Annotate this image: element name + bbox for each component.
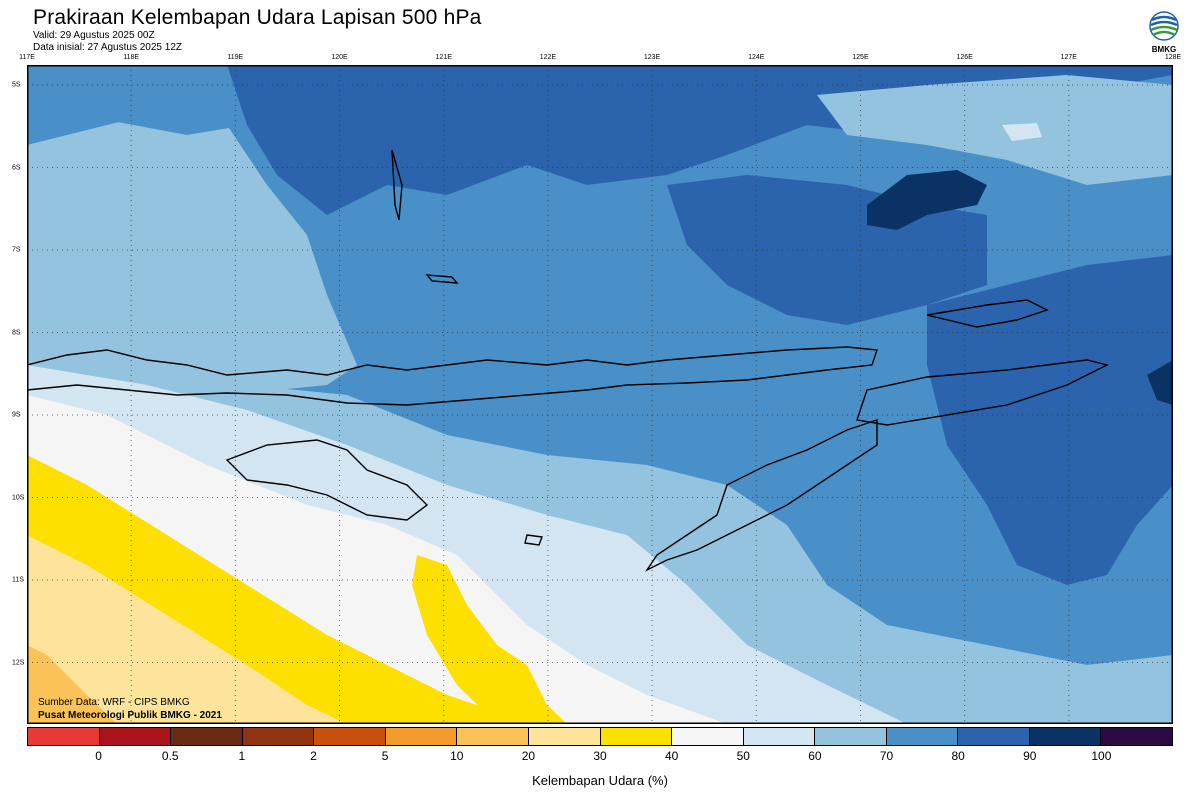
colorbar-tick-label: 5 bbox=[381, 749, 389, 763]
humidity-zone-10-20-sw bbox=[27, 645, 117, 724]
lon-label: 124E bbox=[748, 54, 765, 61]
colorbar-tick-label: 60 bbox=[808, 749, 822, 763]
colorbar-tick-label: 0.5 bbox=[161, 749, 179, 763]
colorbar-swatch bbox=[242, 728, 315, 745]
colorbar-swatch bbox=[28, 728, 100, 745]
colorbar-tick-label: 40 bbox=[664, 749, 679, 763]
lat-label: 8S bbox=[12, 329, 21, 336]
humidity-zone-50-60-ne bbox=[1002, 123, 1042, 141]
humidity-zone-80-90-east bbox=[927, 255, 1173, 585]
colorbar-swatch bbox=[672, 728, 744, 745]
colorbar-swatch bbox=[385, 728, 458, 745]
lon-label: 122E bbox=[539, 54, 557, 61]
lat-label: 12S bbox=[12, 659, 25, 666]
publisher: Pusat Meteorologi Publik BMKG - 2021 bbox=[38, 710, 222, 721]
colorbar-swatch bbox=[815, 728, 887, 745]
colorbar-tick-label: 80 bbox=[951, 749, 965, 763]
colorbar-tick-label: 10 bbox=[450, 749, 464, 763]
lat-label: 10S bbox=[12, 494, 25, 501]
lon-label: 125E bbox=[852, 54, 869, 61]
humidity-zone-20-30-sw bbox=[27, 535, 347, 724]
grid-lines bbox=[27, 65, 1173, 724]
map-title: Prakiraan Kelembapan Udara Lapisan 500 h… bbox=[33, 6, 482, 29]
lat-label: 11S bbox=[12, 576, 24, 584]
island-lombok-sumbawa bbox=[27, 346, 878, 406]
colorbar-tick-label: 90 bbox=[1023, 749, 1037, 763]
colorbar-tick-label: 100 bbox=[1091, 749, 1112, 763]
island-timor-outline bbox=[856, 359, 1110, 426]
colorbar-tick-label: 2 bbox=[310, 749, 317, 763]
colorbar-tick-label: 70 bbox=[879, 749, 894, 763]
island-bonerate bbox=[425, 274, 459, 284]
lon-label: 126E bbox=[956, 54, 973, 61]
valid-time: Valid: 29 Agustus 2025 00Z bbox=[33, 30, 155, 41]
island-timor bbox=[644, 419, 878, 572]
colorbar-swatch bbox=[314, 728, 386, 745]
bmkg-logo: BMKG bbox=[1149, 11, 1179, 54]
colorbar-swatch bbox=[886, 728, 959, 745]
coastlines bbox=[27, 149, 1110, 572]
colorbar-tick-label: 50 bbox=[736, 749, 750, 763]
lat-label: 9S bbox=[12, 411, 21, 419]
lon-label: 121E bbox=[435, 54, 452, 61]
map-frame bbox=[27, 65, 1173, 724]
lon-label: 119E bbox=[227, 54, 244, 61]
colorbar-tick-label: 1 bbox=[238, 749, 246, 763]
island-flores-east bbox=[926, 299, 1049, 328]
colorbar-tick-label: 30 bbox=[593, 749, 607, 763]
lon-label: 128E bbox=[1164, 54, 1182, 61]
island-sumba bbox=[225, 439, 429, 521]
colorbar-swatch bbox=[1029, 728, 1102, 745]
colorbar-swatch bbox=[743, 728, 816, 745]
island-selayar bbox=[391, 149, 403, 221]
island-savu bbox=[524, 534, 543, 546]
lon-label: 120E bbox=[331, 54, 348, 61]
svg-text:BMKG: BMKG bbox=[1152, 45, 1176, 54]
colorbar-title: Kelembapan Udara (%) bbox=[532, 773, 668, 788]
lon-label: 127E bbox=[1060, 54, 1077, 61]
initial-time: Data inisial: 27 Agustus 2025 12Z bbox=[33, 42, 182, 53]
lat-label: 6S bbox=[12, 164, 21, 171]
colorbar-swatch bbox=[958, 728, 1030, 745]
humidity-zone-60-70-nw bbox=[27, 115, 357, 395]
humidity-zone-60-70-ne bbox=[817, 75, 1173, 185]
humidity-map bbox=[27, 65, 1173, 724]
lon-label: 123E bbox=[643, 54, 661, 61]
colorbar-swatch bbox=[99, 728, 172, 745]
colorbar-tick-label: 0 bbox=[95, 749, 102, 763]
humidity-zone-90-100-east bbox=[1147, 360, 1173, 405]
humidity-zone-70-80-nw bbox=[27, 65, 247, 135]
data-source: Sumber Data: WRF - CIPS BMKG bbox=[38, 697, 190, 708]
colorbar-swatch bbox=[600, 728, 673, 745]
lon-label: 117E bbox=[19, 54, 35, 61]
colorbar bbox=[27, 727, 1173, 746]
humidity-zone-90-100-core bbox=[867, 170, 987, 230]
humidity-zone-30-40-tongue bbox=[412, 555, 567, 724]
colorbar-swatch bbox=[528, 728, 601, 745]
colorbar-swatch bbox=[171, 728, 243, 745]
lat-label: 7S bbox=[12, 246, 21, 254]
colorbar-swatch bbox=[1101, 728, 1172, 745]
lat-label: 5S bbox=[12, 81, 21, 89]
colorbar-tick-label: 20 bbox=[521, 749, 536, 763]
colorbar-swatch bbox=[457, 728, 529, 745]
lon-label: 118E bbox=[123, 54, 140, 61]
